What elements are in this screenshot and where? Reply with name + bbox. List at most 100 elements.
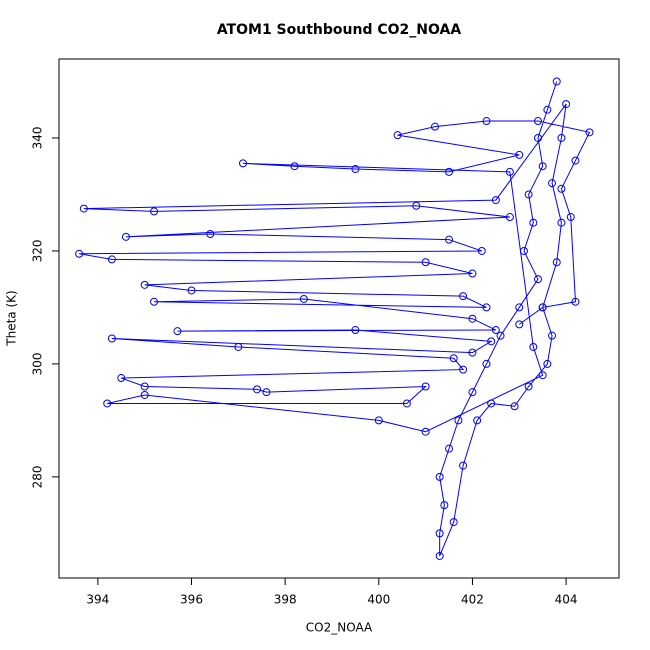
data-point bbox=[421, 258, 430, 267]
x-axis-label: CO2_NOAA bbox=[306, 621, 373, 635]
data-point bbox=[524, 382, 533, 391]
x-tick-label: 398 bbox=[274, 593, 297, 607]
data-point bbox=[515, 320, 524, 329]
data-point bbox=[543, 359, 552, 368]
data-point bbox=[351, 326, 360, 335]
data-point bbox=[477, 246, 486, 255]
data-point bbox=[557, 133, 566, 142]
data-point bbox=[121, 232, 130, 241]
data-point bbox=[79, 204, 88, 213]
y-tick-label: 340 bbox=[31, 127, 45, 150]
data-point bbox=[548, 179, 557, 188]
data-point bbox=[402, 399, 411, 408]
x-tick-label: 396 bbox=[180, 593, 203, 607]
y-tick-label: 320 bbox=[31, 239, 45, 262]
data-point bbox=[557, 184, 566, 193]
data-point bbox=[552, 258, 561, 267]
data-point bbox=[487, 399, 496, 408]
data-point bbox=[75, 249, 84, 258]
data-point bbox=[510, 402, 519, 411]
data-point bbox=[496, 331, 505, 340]
data-point bbox=[435, 472, 444, 481]
data-line bbox=[79, 81, 591, 557]
data-point bbox=[173, 327, 182, 336]
data-point bbox=[571, 156, 580, 165]
data-point bbox=[449, 518, 458, 527]
data-point bbox=[515, 303, 524, 312]
data-point bbox=[468, 348, 477, 357]
data-point bbox=[538, 303, 547, 312]
data-point bbox=[435, 551, 444, 560]
y-tick-label: 300 bbox=[31, 352, 45, 375]
data-point bbox=[468, 314, 477, 323]
data-point bbox=[393, 131, 402, 140]
data-point bbox=[566, 213, 575, 222]
data-point bbox=[585, 128, 594, 137]
data-point bbox=[454, 416, 463, 425]
y-tick-label: 280 bbox=[31, 465, 45, 488]
y-axis-label: Theta (K) bbox=[5, 290, 19, 346]
data-point bbox=[529, 342, 538, 351]
data-point bbox=[299, 294, 308, 303]
data-point bbox=[430, 122, 439, 131]
data-point bbox=[374, 416, 383, 425]
data-point bbox=[487, 337, 496, 346]
data-point bbox=[459, 365, 468, 374]
data-point bbox=[482, 303, 491, 312]
data-point bbox=[519, 246, 528, 255]
data-point bbox=[562, 100, 571, 109]
chart-title: ATOM1 Southbound CO2_NOAA bbox=[217, 22, 462, 38]
data-point bbox=[412, 201, 421, 210]
data-point bbox=[239, 159, 248, 168]
data-point bbox=[421, 427, 430, 436]
data-point bbox=[440, 501, 449, 510]
data-point bbox=[515, 150, 524, 159]
data-point bbox=[557, 218, 566, 227]
data-point bbox=[187, 286, 196, 295]
data-point bbox=[103, 399, 112, 408]
data-point bbox=[290, 162, 299, 171]
data-point bbox=[491, 196, 500, 205]
data-point bbox=[234, 342, 243, 351]
data-point bbox=[552, 77, 561, 86]
data-point bbox=[571, 297, 580, 306]
data-point bbox=[468, 388, 477, 397]
data-point bbox=[449, 354, 458, 363]
x-tick-label: 404 bbox=[555, 593, 578, 607]
data-point bbox=[468, 269, 477, 278]
data-point bbox=[473, 416, 482, 425]
data-point bbox=[150, 297, 159, 306]
data-point bbox=[505, 167, 514, 176]
data-point bbox=[538, 371, 547, 380]
data-point bbox=[421, 382, 430, 391]
data-point bbox=[459, 461, 468, 470]
data-point bbox=[482, 359, 491, 368]
data-point bbox=[505, 213, 514, 222]
data-point bbox=[435, 529, 444, 538]
data-point bbox=[533, 275, 542, 284]
data-point bbox=[150, 207, 159, 216]
data-point bbox=[445, 167, 454, 176]
data-point bbox=[253, 385, 262, 394]
data-point bbox=[482, 117, 491, 126]
data-point bbox=[140, 382, 149, 391]
data-point bbox=[543, 105, 552, 114]
data-point bbox=[107, 334, 116, 343]
x-tick-label: 402 bbox=[461, 593, 484, 607]
data-point bbox=[529, 218, 538, 227]
data-point bbox=[262, 388, 271, 397]
data-point bbox=[117, 374, 126, 383]
x-tick-label: 394 bbox=[86, 593, 109, 607]
data-point bbox=[206, 229, 215, 238]
data-point bbox=[445, 235, 454, 244]
data-point bbox=[524, 190, 533, 199]
x-tick-label: 400 bbox=[367, 593, 390, 607]
plot-frame bbox=[58, 58, 620, 579]
data-point bbox=[538, 162, 547, 171]
data-point bbox=[491, 326, 500, 335]
data-point bbox=[107, 255, 116, 264]
data-point bbox=[445, 444, 454, 453]
